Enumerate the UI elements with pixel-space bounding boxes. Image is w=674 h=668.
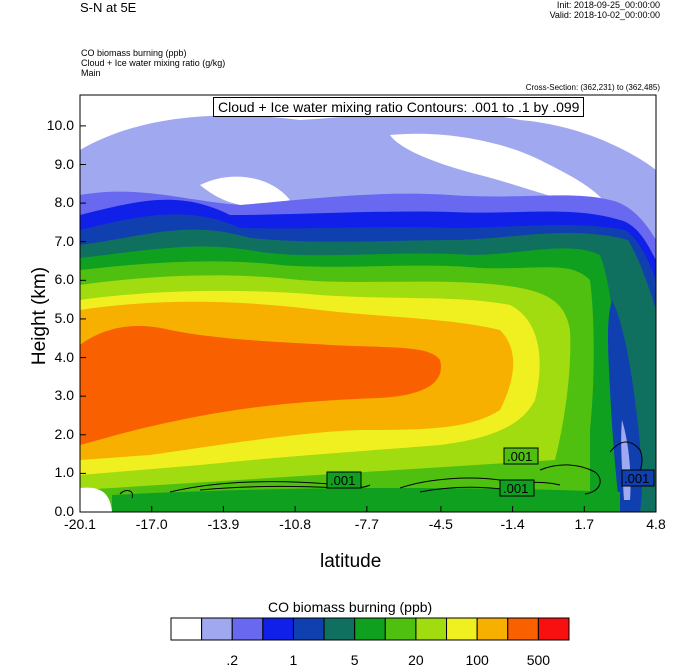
colorbar-swatch — [537, 617, 570, 641]
colorbar-label: 5 — [350, 652, 359, 668]
y-tick-label: 3.0 — [54, 387, 74, 404]
colorbar-swatch — [323, 617, 356, 641]
colorbar-swatch — [354, 617, 386, 641]
y-tick-label: 5.0 — [54, 309, 74, 326]
y-tick-label: 6.0 — [54, 271, 74, 288]
y-tick-label: 10.0 — [46, 116, 74, 133]
colorbar-swatch — [507, 617, 539, 641]
heatmap-field — [80, 95, 656, 512]
y-tick-label: 7.0 — [54, 232, 74, 249]
colorbar-title: CO biomass burning (ppb) — [268, 599, 433, 615]
init-valid-times: Init: 2018-09-25_00:00:00 Valid: 2018-10… — [550, 0, 660, 20]
x-tick-label: -17.0 — [135, 516, 168, 532]
x-tick-label: -7.7 — [354, 516, 379, 532]
y-tick-label: 4.0 — [54, 348, 74, 365]
field-main: Main — [81, 68, 101, 78]
contour-label-box — [326, 471, 362, 489]
y-tick-label: 1.0 — [54, 464, 74, 481]
contour-label: .001 — [503, 481, 528, 496]
field-cloud: Cloud + Ice water mixing ratio (g/kg) — [81, 58, 226, 68]
colorbar-swatch — [446, 617, 478, 641]
x-tick-label: 1.7 — [574, 516, 595, 532]
contour-label: .001 — [507, 449, 532, 464]
y-axis-label: Height (km) — [29, 266, 50, 366]
x-axis-ticks — [79, 506, 657, 512]
x-tick-label: -10.8 — [279, 516, 312, 532]
colorbar-swatch — [201, 617, 233, 641]
contour-label: .001 — [330, 473, 355, 488]
valid-time: Valid: 2018-10-02_00:00:00 — [549, 10, 660, 20]
x-tick-label: -4.5 — [428, 516, 453, 532]
y-tick-label: 2.0 — [54, 425, 74, 442]
y-tick-label: 9.0 — [54, 155, 74, 172]
y-tick-label: 8.0 — [54, 194, 74, 211]
contour-label-box — [503, 447, 539, 465]
x-tick-label: -13.9 — [207, 516, 240, 532]
colorbar-swatch — [262, 617, 294, 641]
contour-label-boxes: .001 .001 .001 .001 — [326, 447, 655, 497]
field-co: CO biomass burning (ppb) — [81, 48, 187, 58]
colorbar-swatch — [476, 617, 509, 641]
contour-info-box: Cloud + Ice water mixing ratio Contours:… — [213, 97, 585, 117]
colorbar-swatch — [170, 617, 203, 641]
colorbar-label: 20 — [408, 652, 424, 668]
colorbar-label: .2 — [226, 652, 239, 668]
colorbar-swatch — [415, 617, 448, 641]
contour-label-box — [499, 479, 535, 497]
colorbar-label: 1 — [289, 652, 298, 668]
colorbar-swatch — [231, 617, 264, 641]
field-list: CO biomass burning (ppb) Cloud + Ice wat… — [81, 48, 225, 78]
contour-label: .001 — [624, 471, 649, 486]
colorbar — [170, 617, 570, 641]
contour-label-box — [621, 469, 655, 487]
x-tick-label: -1.4 — [500, 516, 525, 532]
init-time: Init: 2018-09-25_00:00:00 — [556, 0, 660, 10]
colorbar-label: 100 — [465, 652, 489, 668]
plot-border — [79, 94, 657, 513]
cross-section-label: Cross-Section: (362,231) to (362,485) — [525, 83, 660, 92]
x-tick-label: -20.1 — [64, 516, 96, 532]
colorbar-swatch — [384, 617, 417, 641]
plot-title: S-N at 5E — [80, 0, 137, 15]
x-axis-label: latitude — [320, 551, 382, 572]
y-tick-label: 0.0 — [54, 503, 74, 519]
colorbar-swatch — [292, 617, 325, 641]
x-tick-label: 4.8 — [646, 516, 666, 532]
colorbar-label: 500 — [526, 652, 551, 668]
y-axis-ticks — [80, 125, 86, 513]
